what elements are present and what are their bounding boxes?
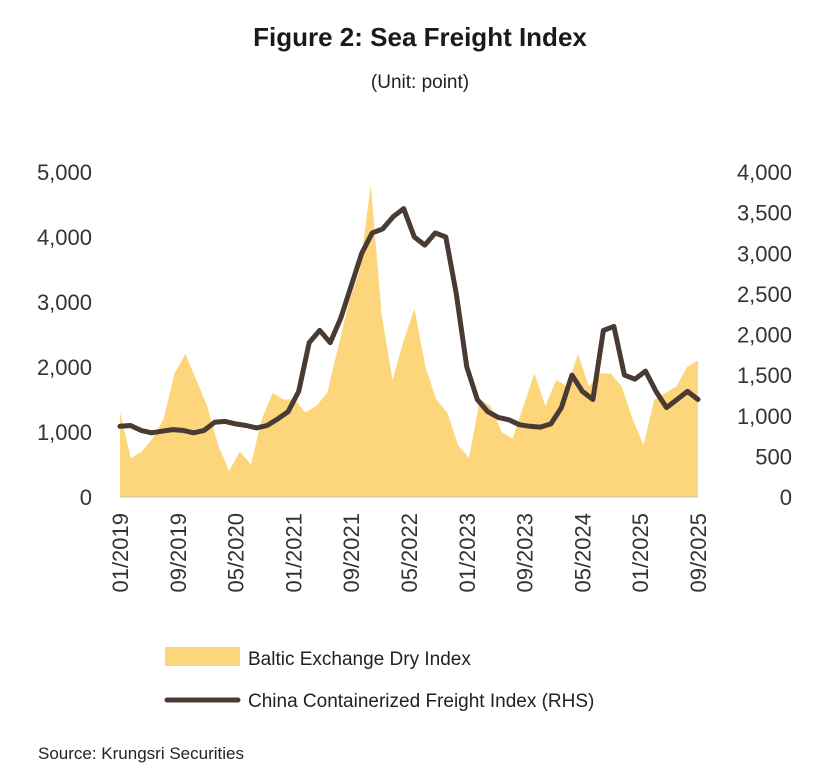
x-tick-label: 05/2024 — [570, 513, 595, 593]
ccfi-line — [117, 206, 701, 436]
y-right-tick-label: 4,000 — [737, 160, 792, 185]
y-left-tick-label: 1,000 — [37, 420, 92, 445]
y-left-tick-label: 5,000 — [37, 160, 92, 185]
y-right-tick-label: 2,500 — [737, 282, 792, 307]
y-left-tick-label: 4,000 — [37, 225, 92, 250]
x-tick-label: 05/2020 — [224, 513, 249, 593]
legend-label-bdi: Baltic Exchange Dry Index — [248, 649, 471, 670]
y-left-tick-label: 3,000 — [37, 290, 92, 315]
x-tick-label: 01/2019 — [108, 513, 133, 593]
x-tick-label: 09/2025 — [686, 513, 711, 593]
y-right-tick-label: 3,000 — [737, 241, 792, 266]
y-left-tick-label: 0 — [80, 485, 92, 510]
legend-swatch-bdi — [165, 647, 240, 666]
chart-subtitle: (Unit: point) — [370, 72, 470, 93]
y-right-tick-label: 1,000 — [737, 404, 792, 429]
source-note: Source: Krungsri Securities — [38, 744, 244, 763]
y-right-tick-label: 1,500 — [737, 363, 792, 388]
chart-title: Figure 2: Sea Freight Index — [253, 22, 587, 52]
y-left-tick-label: 2,000 — [37, 355, 92, 380]
x-tick-label: 01/2025 — [628, 513, 653, 593]
y-right-tick-label: 0 — [780, 485, 792, 510]
legend-label-ccfi: China Containerized Freight Index (RHS) — [248, 691, 594, 712]
x-tick-label: 05/2022 — [397, 513, 422, 593]
y-right-tick-label: 2,000 — [737, 323, 792, 348]
x-tick-label: 09/2019 — [166, 513, 191, 593]
y-right-tick-label: 500 — [755, 444, 792, 469]
x-tick-label: 01/2023 — [455, 513, 480, 593]
x-tick-label: 09/2021 — [339, 513, 364, 593]
x-tick-label: 01/2021 — [281, 513, 306, 593]
x-tick-label: 09/2023 — [513, 513, 538, 593]
y-right-tick-label: 3,500 — [737, 201, 792, 226]
bdi-area — [120, 185, 698, 497]
